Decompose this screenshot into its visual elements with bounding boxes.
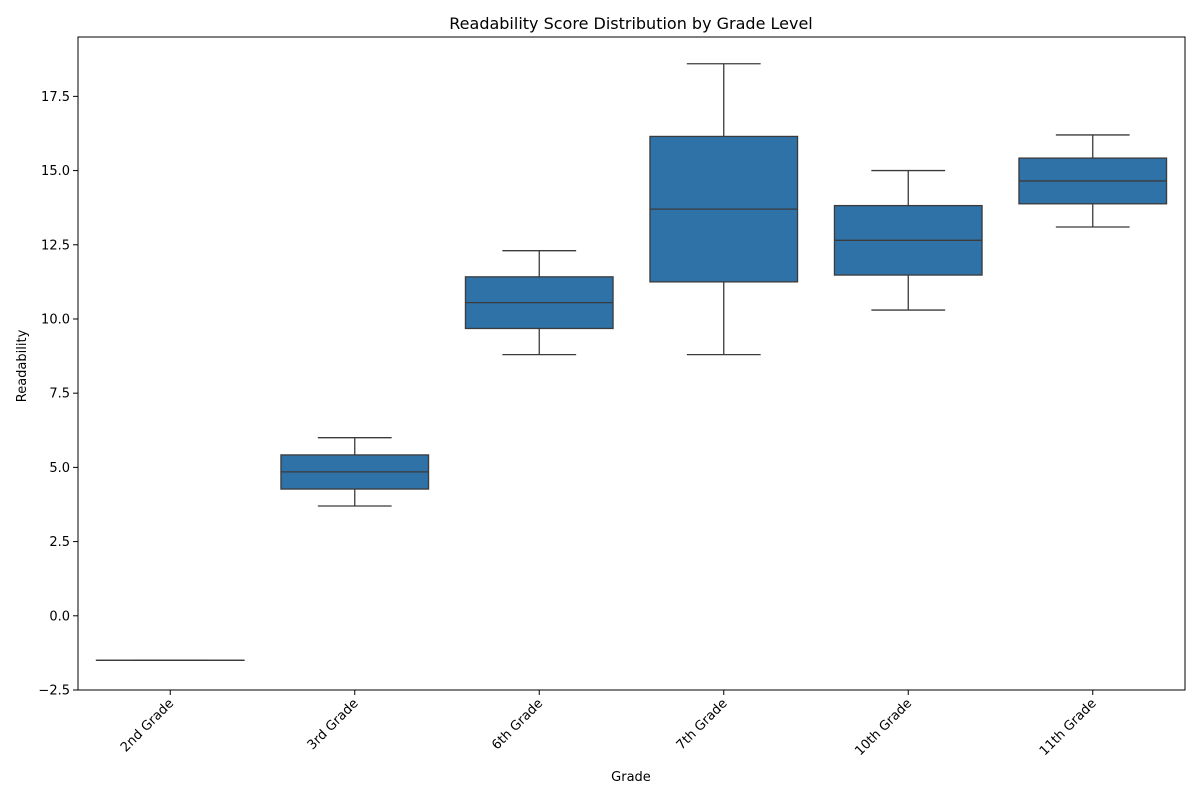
chart-title: Readability Score Distribution by Grade …: [449, 14, 812, 33]
box-group: [280, 437, 430, 507]
y-tick-label: 2.5: [49, 535, 70, 550]
y-tick-label: 10.0: [41, 312, 70, 327]
box-group: [464, 250, 614, 356]
x-tick-label: 10th Grade: [852, 696, 915, 759]
box-group: [649, 63, 799, 356]
y-axis-title: Readability: [15, 329, 30, 402]
y-tick-label: 15.0: [41, 164, 70, 179]
plot-frame: [77, 36, 1186, 691]
y-axis: −2.5 0.0 2.5 5.0 7.5 10.0 12.5 15.0 17.5: [38, 90, 78, 699]
x-tick-label: 7th Grade: [674, 696, 731, 753]
box-group: [833, 169, 983, 311]
box-group: [1018, 134, 1168, 228]
y-tick-label: 7.5: [49, 387, 70, 402]
x-axis-title: Grade: [611, 770, 651, 785]
x-tick-label: 6th Grade: [489, 696, 546, 753]
x-tick-label: 2nd Grade: [118, 696, 177, 755]
y-tick-label: 12.5: [41, 238, 70, 253]
y-tick-label: 0.0: [49, 609, 70, 624]
x-tick-label: 3rd Grade: [305, 696, 362, 753]
plot-area: [77, 36, 1186, 691]
y-tick-label: 5.0: [49, 461, 70, 476]
x-axis: 2nd Grade 3rd Grade 6th Grade 7th Grade 10th…: [118, 690, 1100, 759]
y-tick-label: −2.5: [38, 684, 70, 699]
y-tick-label: 17.5: [41, 90, 70, 105]
x-tick-label: 11th Grade: [1037, 696, 1100, 759]
